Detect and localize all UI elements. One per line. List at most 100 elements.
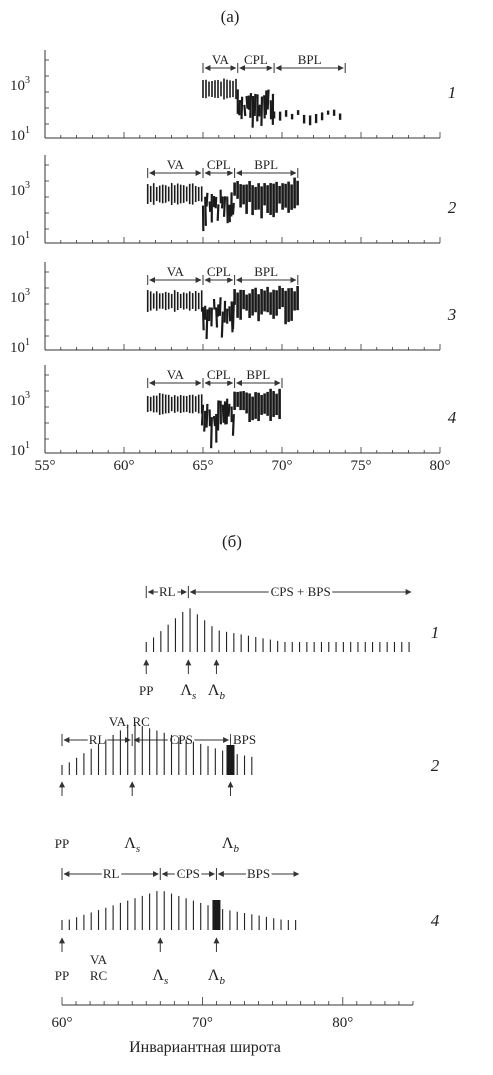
data-mark bbox=[243, 104, 247, 117]
region-label: VA, RC bbox=[109, 714, 150, 729]
data-mark bbox=[200, 404, 205, 426]
marker-label: VA bbox=[90, 952, 108, 967]
region-label: CPL bbox=[207, 264, 231, 279]
data-mark bbox=[214, 196, 218, 209]
y-tick-label: 103 bbox=[10, 75, 30, 94]
y-tick-label: 101 bbox=[10, 230, 30, 249]
data-mark bbox=[221, 404, 225, 423]
region-label: RL bbox=[159, 584, 176, 599]
marker-label: RC bbox=[90, 968, 107, 983]
data-mark bbox=[204, 196, 207, 226]
region-label: VA bbox=[167, 264, 185, 279]
panel-b-row: RL CPS BPS VA, RC PP Λs Λb 2 bbox=[55, 714, 440, 855]
panel-a-row: 103 101 VA CPL BPL 1 bbox=[10, 50, 456, 144]
data-mark bbox=[212, 415, 217, 427]
data-mark bbox=[245, 95, 249, 109]
data-mark bbox=[225, 398, 229, 425]
data-mark bbox=[203, 410, 207, 432]
x-tick-label: 60° bbox=[114, 458, 135, 474]
panel-a-row: 103 101 VA CPL BPL 4 bbox=[10, 365, 457, 459]
data-mark bbox=[227, 403, 231, 417]
panel-a-row: 103 101 VA CPL BPL 3 bbox=[10, 262, 456, 356]
x-tick-label: 55° bbox=[35, 458, 56, 474]
data-mark bbox=[216, 204, 220, 221]
row-number: 4 bbox=[448, 408, 457, 427]
data-mark bbox=[253, 93, 257, 117]
marker-label: Λs bbox=[152, 967, 168, 987]
data-mark bbox=[205, 309, 209, 340]
region-label: CPS + BPS bbox=[271, 584, 331, 599]
marker-label: PP bbox=[55, 836, 69, 851]
row-number: 4 bbox=[431, 911, 440, 930]
data-mark bbox=[212, 900, 221, 930]
x-tick-label: 70° bbox=[192, 1015, 213, 1031]
panel-a-label: (a) bbox=[221, 7, 240, 26]
region-label: CPL bbox=[207, 157, 231, 172]
y-tick-label: 101 bbox=[10, 337, 30, 356]
region-label: BPS bbox=[233, 732, 256, 747]
marker-label: PP bbox=[139, 683, 153, 698]
region-label: BPL bbox=[254, 157, 278, 172]
y-tick-label: 103 bbox=[10, 390, 30, 409]
x-tick-label: 80° bbox=[332, 1015, 353, 1031]
x-tick-label: 80° bbox=[430, 458, 451, 474]
region-label: RL bbox=[103, 866, 120, 881]
row-number: 1 bbox=[448, 83, 457, 102]
data-mark bbox=[258, 104, 261, 117]
panel-a: 103 101 VA CPL BPL 1 103 101 VA CPL BPL 2 103 101 VA CP… bbox=[10, 50, 457, 474]
x-tick-label: 65° bbox=[193, 458, 214, 474]
marker-label: Λb bbox=[222, 835, 240, 855]
data-mark bbox=[222, 196, 227, 217]
marker-label: PP bbox=[55, 968, 69, 983]
region-label: RL bbox=[89, 732, 106, 747]
data-mark bbox=[228, 306, 232, 322]
y-tick-label: 103 bbox=[10, 287, 30, 306]
marker-label: Λs bbox=[124, 835, 140, 855]
data-mark bbox=[216, 304, 220, 317]
region-label: CPL bbox=[244, 52, 268, 67]
x-axis-label: Инвариантная широта bbox=[129, 1039, 281, 1056]
data-mark bbox=[238, 100, 242, 116]
data-mark bbox=[226, 745, 235, 775]
data-mark bbox=[208, 201, 212, 212]
data-mark bbox=[260, 96, 264, 126]
panel-b-row: RL CPS + BPS PP Λs Λb 1 bbox=[139, 582, 440, 703]
row-number: 1 bbox=[431, 623, 440, 642]
data-mark bbox=[266, 89, 270, 110]
region-label: CPS bbox=[170, 732, 193, 747]
region-label: BPL bbox=[254, 264, 278, 279]
data-mark bbox=[220, 311, 224, 338]
data-mark bbox=[251, 96, 255, 128]
panel-a-row: 103 101 VA CPL BPL 2 bbox=[10, 155, 457, 249]
region-label: BPL bbox=[246, 367, 270, 382]
region-label: CPS bbox=[177, 866, 200, 881]
data-mark bbox=[210, 417, 213, 449]
data-mark bbox=[201, 307, 205, 331]
region-label: CPL bbox=[207, 367, 231, 382]
data-mark bbox=[249, 93, 253, 118]
y-tick-label: 101 bbox=[10, 440, 30, 459]
marker-label: Λb bbox=[208, 967, 226, 987]
data-mark bbox=[231, 414, 235, 436]
y-tick-label: 101 bbox=[10, 125, 30, 144]
region-label: VA bbox=[212, 52, 230, 67]
region-label: VA bbox=[167, 157, 185, 172]
data-mark bbox=[205, 403, 209, 428]
data-mark bbox=[240, 96, 244, 120]
row-number: 2 bbox=[431, 756, 440, 775]
y-tick-label: 103 bbox=[10, 180, 30, 199]
panel-b: 60° 70° 80° RL CPS + BPS PP Λs Λb 1 RL CPS BPS VA, R… bbox=[52, 582, 440, 1032]
row-number: 2 bbox=[448, 198, 457, 217]
region-label: BPL bbox=[298, 52, 322, 67]
data-mark bbox=[220, 196, 224, 209]
row-number: 3 bbox=[447, 305, 457, 324]
marker-label: Λs bbox=[180, 682, 196, 702]
x-tick-label: 75° bbox=[351, 458, 372, 474]
marker-label: Λb bbox=[208, 682, 226, 702]
region-label: VA bbox=[167, 367, 185, 382]
data-mark bbox=[231, 301, 235, 330]
x-tick-label: 60° bbox=[52, 1015, 73, 1031]
data-mark bbox=[264, 90, 268, 115]
data-mark bbox=[263, 95, 266, 119]
